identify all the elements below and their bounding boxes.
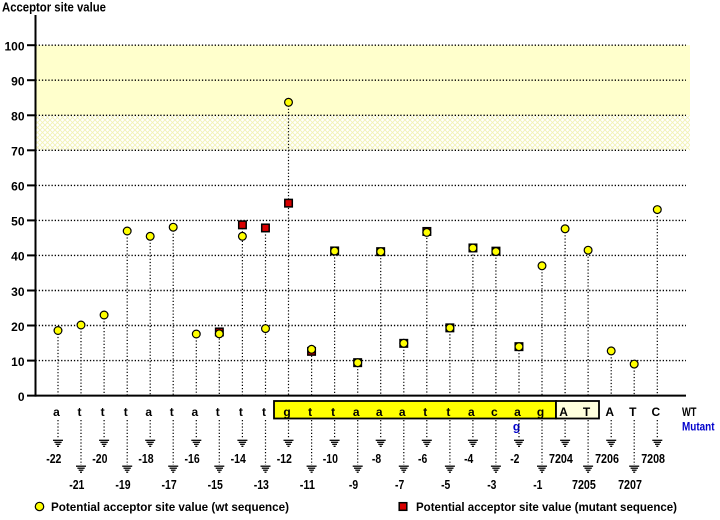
svg-text:7207: 7207 [618, 478, 642, 492]
svg-text:t: t [331, 405, 335, 419]
svg-text:7205: 7205 [572, 478, 596, 492]
svg-text:a: a [514, 405, 521, 419]
svg-text:-19: -19 [115, 478, 130, 492]
svg-text:30: 30 [11, 285, 25, 299]
svg-text:T: T [583, 405, 591, 419]
svg-text:g: g [283, 405, 290, 419]
svg-text:60: 60 [11, 180, 25, 194]
svg-text:C: C [651, 405, 660, 419]
svg-text:100: 100 [4, 40, 24, 54]
svg-text:t: t [78, 405, 82, 419]
svg-text:a: a [376, 405, 383, 419]
svg-text:-17: -17 [162, 478, 177, 492]
svg-text:t: t [262, 405, 266, 419]
svg-text:Acceptor site value: Acceptor site value [2, 1, 106, 15]
svg-text:-12: -12 [277, 452, 292, 466]
svg-text:-14: -14 [231, 452, 246, 466]
svg-text:-10: -10 [323, 452, 338, 466]
svg-text:-15: -15 [208, 478, 223, 492]
svg-text:10: 10 [11, 355, 25, 369]
svg-text:-21: -21 [69, 478, 84, 492]
svg-text:t: t [308, 405, 312, 419]
svg-text:-18: -18 [138, 452, 153, 466]
svg-text:a: a [191, 405, 198, 419]
svg-text:-7: -7 [395, 478, 404, 492]
svg-text:g: g [537, 405, 544, 419]
svg-text:a: a [53, 405, 60, 419]
svg-text:t: t [239, 405, 243, 419]
svg-text:50: 50 [11, 215, 25, 229]
svg-text:t: t [124, 405, 128, 419]
svg-text:20: 20 [11, 320, 25, 334]
svg-text:t: t [446, 405, 450, 419]
svg-text:t: t [216, 405, 220, 419]
svg-text:-9: -9 [349, 478, 358, 492]
svg-text:a: a [353, 405, 360, 419]
svg-text:t: t [170, 405, 174, 419]
svg-text:-5: -5 [441, 478, 450, 492]
svg-text:90: 90 [11, 75, 25, 89]
svg-text:7206: 7206 [595, 452, 619, 466]
svg-text:-16: -16 [185, 452, 200, 466]
svg-text:a: a [468, 405, 475, 419]
svg-text:-4: -4 [464, 452, 473, 466]
svg-text:-13: -13 [254, 478, 269, 492]
svg-text:c: c [491, 405, 498, 419]
svg-text:-1: -1 [533, 478, 542, 492]
svg-text:-8: -8 [372, 452, 381, 466]
svg-text:7208: 7208 [641, 452, 665, 466]
svg-text:0: 0 [18, 390, 25, 404]
svg-text:a: a [399, 405, 406, 419]
svg-text:g: g [513, 420, 520, 434]
svg-text:A: A [559, 405, 568, 419]
svg-text:40: 40 [11, 250, 25, 264]
svg-text:7204: 7204 [549, 452, 573, 466]
svg-text:-3: -3 [487, 478, 496, 492]
svg-text:-6: -6 [418, 452, 427, 466]
svg-text:T: T [629, 405, 637, 419]
svg-text:A: A [605, 405, 614, 419]
svg-text:t: t [101, 405, 105, 419]
svg-text:80: 80 [11, 110, 25, 124]
svg-text:-22: -22 [46, 452, 61, 466]
svg-text:-2: -2 [510, 452, 519, 466]
svg-text:-20: -20 [92, 452, 107, 466]
svg-text:Potential acceptor site value: Potential acceptor site value (wt sequen… [51, 500, 289, 514]
svg-text:WT: WT [682, 405, 697, 419]
svg-text:Mutant: Mutant [682, 420, 715, 434]
svg-text:-11: -11 [300, 478, 315, 492]
svg-text:t: t [423, 405, 427, 419]
svg-text:Potential acceptor site value: Potential acceptor site value (mutant se… [416, 500, 677, 514]
svg-text:70: 70 [11, 145, 25, 159]
svg-text:a: a [145, 405, 152, 419]
